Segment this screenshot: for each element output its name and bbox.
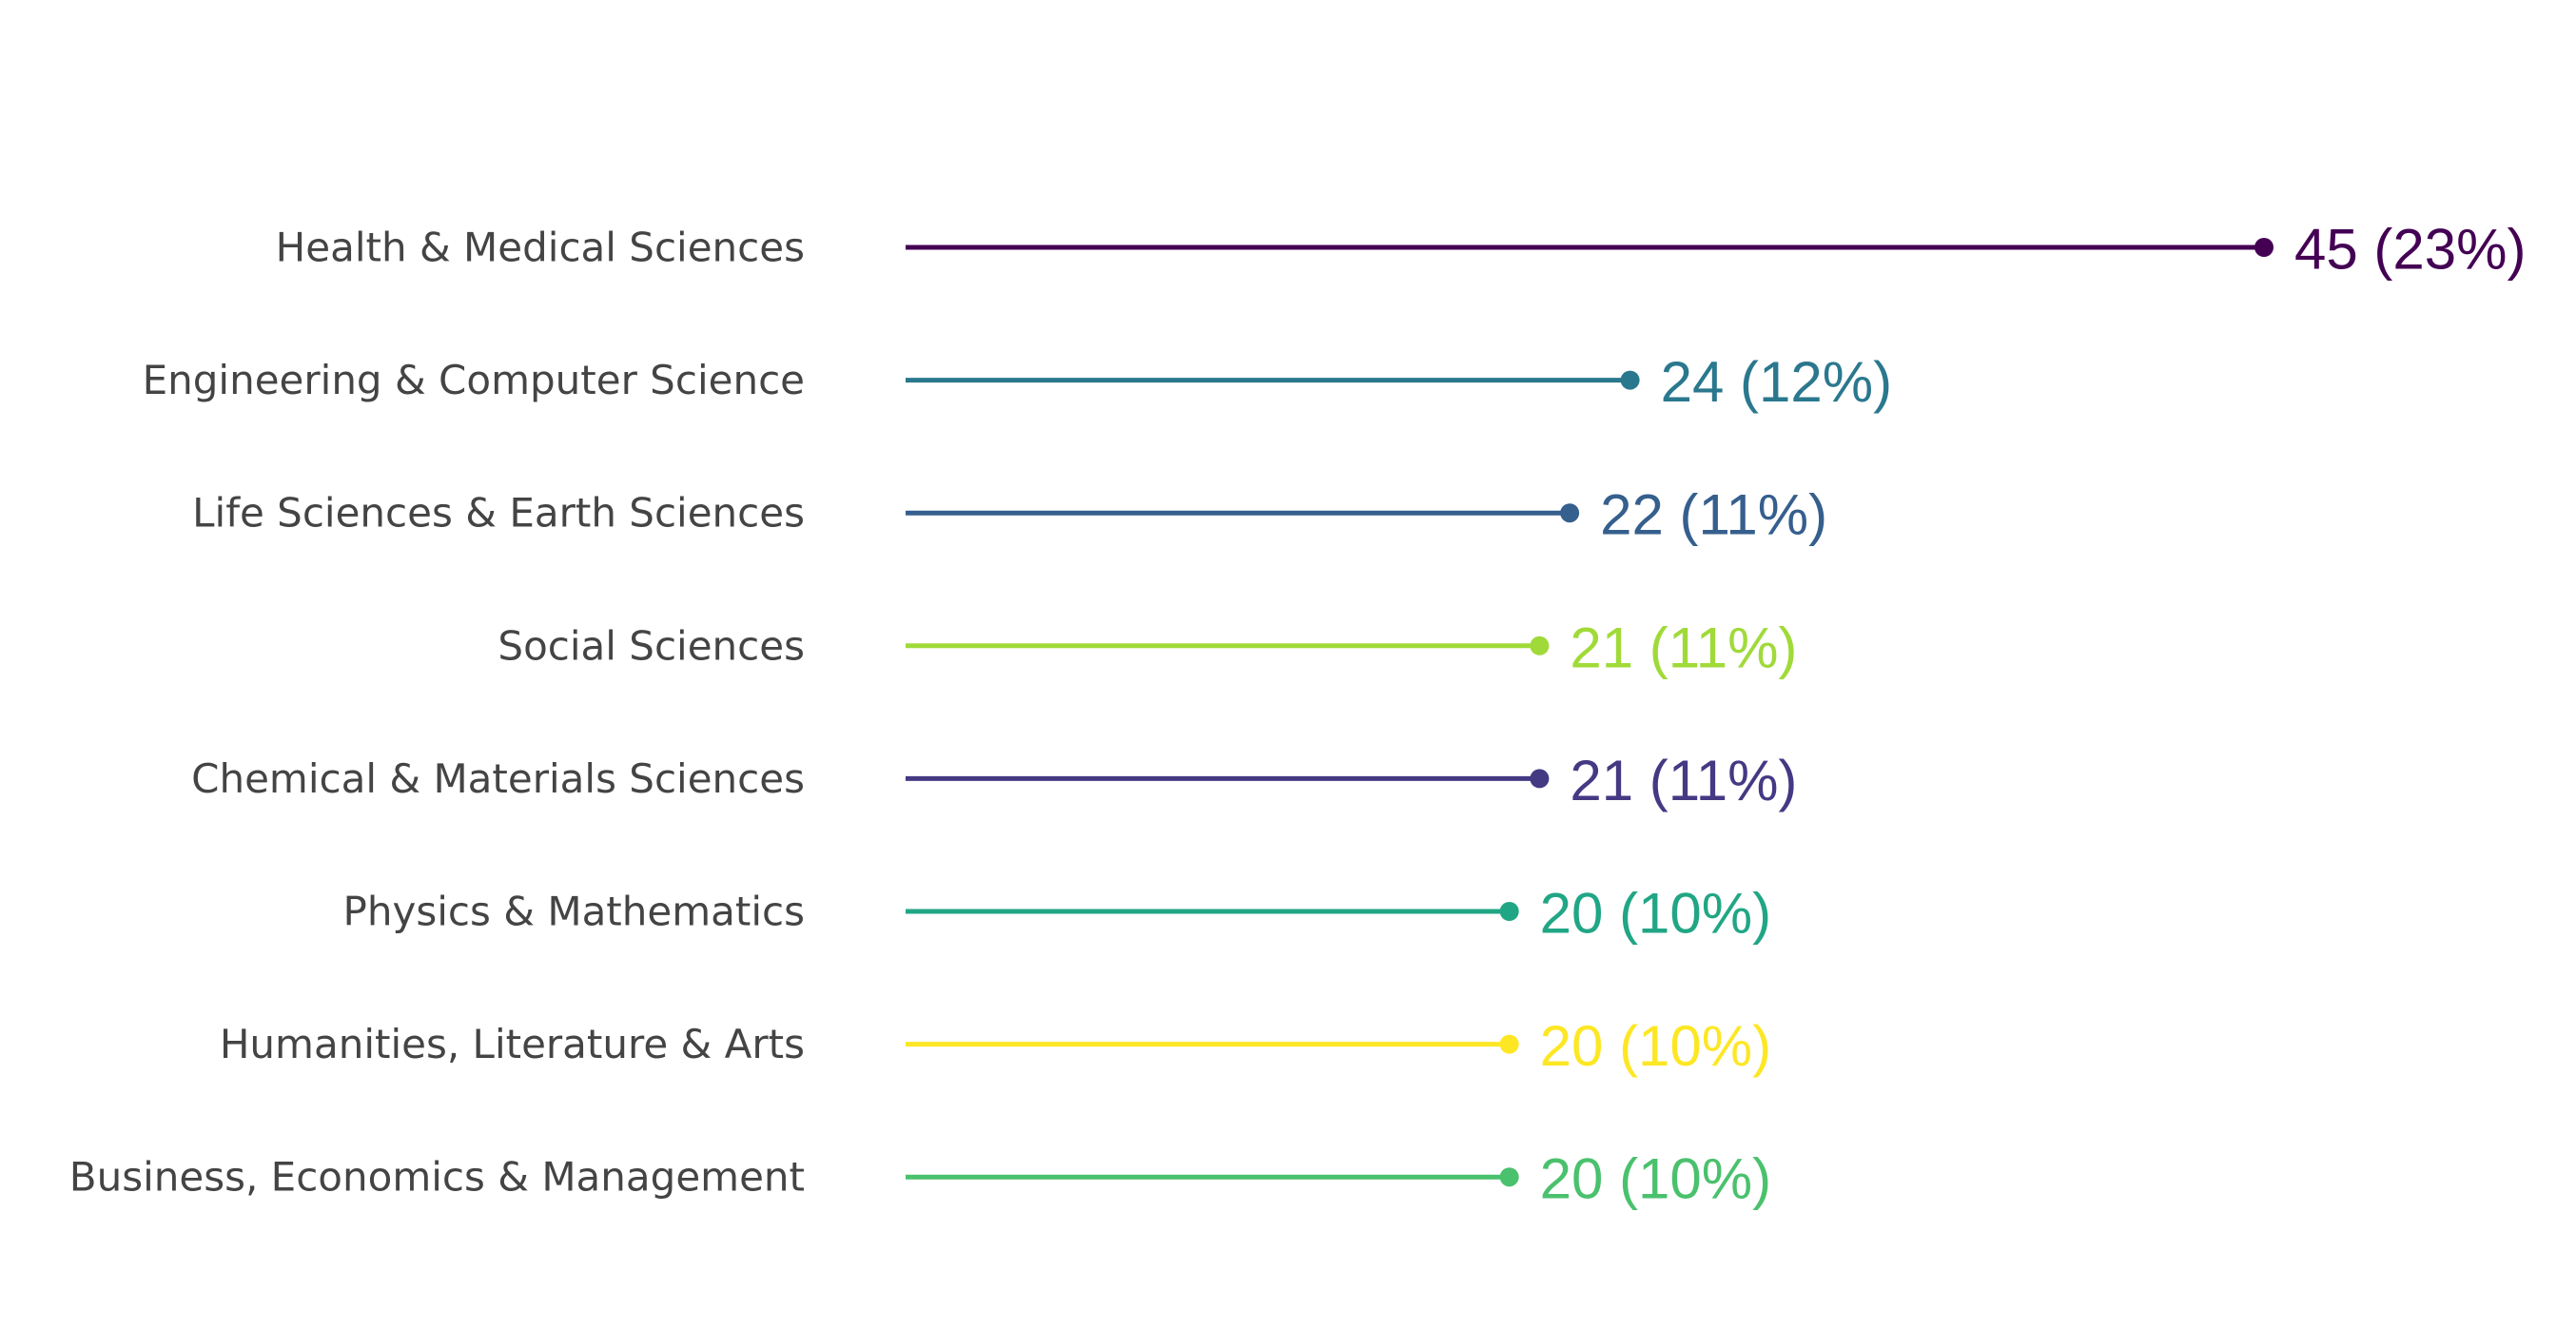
lollipop-dot — [1499, 1034, 1519, 1054]
value-label: 24 (12%) — [1661, 350, 1892, 414]
value-label: 45 (23%) — [2294, 218, 2526, 282]
value-label: 22 (11%) — [1600, 483, 1827, 547]
lollipop-dot — [1530, 769, 1550, 789]
value-label: 20 (10%) — [1540, 882, 1771, 946]
lollipop-dot — [1499, 1167, 1519, 1187]
category-label: Business, Economics & Management — [69, 1154, 805, 1201]
lollipop-dot — [1530, 636, 1550, 655]
category-label: Engineering & Computer Science — [143, 357, 805, 403]
category-label: Social Sciences — [498, 622, 805, 669]
category-label: Health & Medical Sciences — [276, 225, 805, 271]
value-label: 20 (10%) — [1540, 1147, 1771, 1211]
category-label: Chemical & Materials Sciences — [191, 755, 805, 802]
lollipop-dot — [1560, 503, 1580, 523]
category-label: Life Sciences & Earth Sciences — [192, 490, 805, 537]
category-label: Humanities, Literature & Arts — [220, 1021, 805, 1067]
value-label: 21 (11%) — [1570, 749, 1797, 812]
lollipop-dot — [1499, 902, 1519, 921]
chart-rows: Health & Medical Sciences 45 (23%) Enginee… — [69, 218, 2527, 1211]
value-label: 20 (10%) — [1540, 1014, 1771, 1078]
category-label: Physics & Mathematics — [343, 889, 805, 935]
lollipop-dot — [1620, 370, 1640, 390]
lollipop-dot — [2254, 238, 2274, 257]
value-label: 21 (11%) — [1570, 616, 1797, 679]
